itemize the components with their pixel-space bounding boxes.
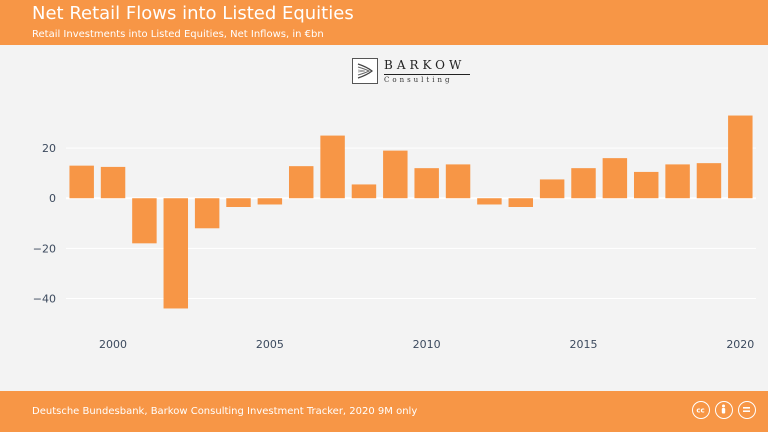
x-tick-label: 2020 <box>726 338 754 351</box>
bar-2008 <box>351 184 377 199</box>
barkow-logo: BARKOW Consulting <box>352 58 472 88</box>
bar-2006 <box>288 166 314 199</box>
y-tick-label: −20 <box>33 242 56 255</box>
x-tick-label: 2000 <box>99 338 127 351</box>
bar-1999 <box>69 165 94 199</box>
svg-text:cc: cc <box>696 407 704 415</box>
chart-header: Net Retail Flows into Listed Equities Re… <box>0 0 768 45</box>
bar-2009 <box>383 150 408 199</box>
bar-2002 <box>163 198 189 309</box>
bar-2012 <box>477 198 502 205</box>
logo-name: BARKOW <box>384 58 466 72</box>
bar-2014 <box>539 179 565 199</box>
x-tick-label: 2010 <box>413 338 441 351</box>
chart-title: Net Retail Flows into Listed Equities <box>32 3 354 24</box>
license-icons: cc <box>692 401 758 421</box>
no-derivatives-icon <box>738 401 756 419</box>
logo-divider <box>384 74 470 75</box>
bar-2005 <box>257 198 283 205</box>
y-tick-label: 0 <box>49 192 56 205</box>
bar-2018 <box>665 164 690 199</box>
bar-2000 <box>100 166 126 199</box>
bar-2019 <box>696 163 722 199</box>
bar-2007 <box>320 135 345 199</box>
y-tick-label: 20 <box>42 142 56 155</box>
bar-2010 <box>414 168 439 199</box>
bar-2004 <box>226 198 251 207</box>
bar-2003 <box>194 198 220 229</box>
bar-2001 <box>132 198 157 244</box>
chart-footer: Deutsche Bundesbank, Barkow Consulting I… <box>0 391 768 432</box>
bar-2016 <box>602 158 628 199</box>
bar-2017 <box>633 171 659 199</box>
source-note: Deutsche Bundesbank, Barkow Consulting I… <box>32 406 418 417</box>
cc-icon: cc <box>692 401 710 419</box>
bar-2011 <box>445 164 471 199</box>
bar-chart: −40 −20 0 20 2000 2005 2010 2015 2020 <box>33 115 756 351</box>
y-tick-label: −40 <box>33 292 56 305</box>
barkow-logo-mark-icon <box>352 58 378 84</box>
logo-subtitle: Consulting <box>384 76 453 84</box>
x-tick-label: 2015 <box>570 338 598 351</box>
attribution-icon <box>715 401 733 419</box>
x-tick-label: 2005 <box>256 338 284 351</box>
plot-area <box>0 45 768 391</box>
chart-subtitle: Retail Investments into Listed Equities,… <box>32 29 324 40</box>
bar-2020 <box>728 115 753 199</box>
bar-2013 <box>508 198 534 207</box>
bar-2015 <box>571 168 596 199</box>
